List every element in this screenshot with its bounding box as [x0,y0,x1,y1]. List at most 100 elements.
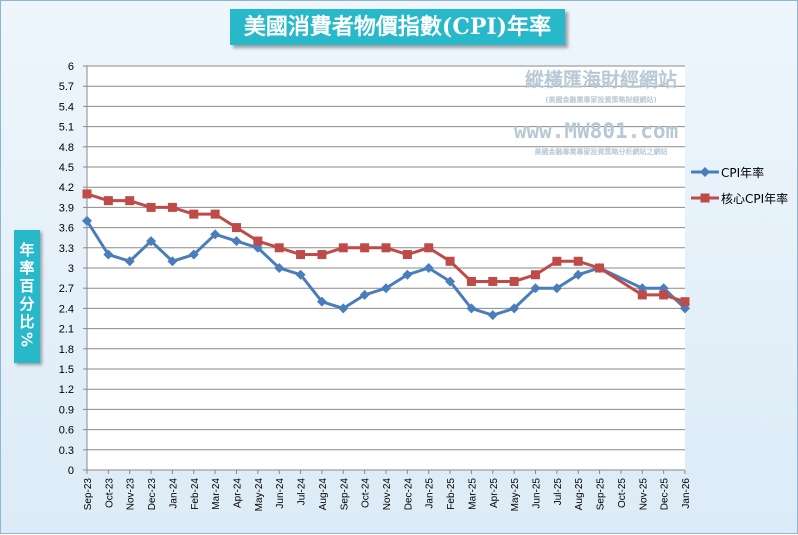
data-point [381,243,391,253]
data-point [210,229,221,240]
y-tick-label: 1.5 [59,364,74,376]
data-point [167,256,178,267]
x-tick-label: Mar-25 [467,478,478,510]
x-tick-label: Jan-26 [681,478,692,509]
data-point [274,263,285,273]
data-point [188,249,199,260]
y-tick-label: 3.3 [59,243,74,255]
data-point [232,223,241,233]
data-point [82,189,92,199]
data-point [466,276,476,286]
y-tick-label: 2.4 [59,303,74,315]
y-tick-label: 5.1 [59,122,74,134]
y-tick-label: 1.2 [59,384,74,396]
x-tick-label: Mar-24 [211,478,222,510]
data-point [103,249,114,260]
data-point [445,276,456,287]
x-tick-label: Oct-25 [617,478,628,508]
x-tick-label: Nov-25 [638,478,649,511]
data-point [189,209,199,219]
data-point [573,256,583,266]
watermark-subtitle: (美國金融業專家投資策略財經網站) [545,96,657,104]
data-point [487,310,498,321]
data-point [466,303,477,314]
x-tick-label: Dec-25 [660,478,671,511]
data-point [530,283,541,294]
data-point [360,243,370,253]
x-tick-label: Dec-24 [403,478,414,511]
x-tick-label: Oct-24 [361,478,372,508]
y-tick-label: 3.6 [59,223,74,235]
x-tick-label: May-24 [254,478,265,512]
data-point [659,290,669,300]
x-tick-label: Jun-25 [532,478,543,509]
x-tick-label: Sep-25 [596,478,607,511]
data-point [317,250,327,260]
data-point [423,263,434,273]
y-tick-label: 2.7 [59,283,74,295]
data-point [488,276,498,286]
x-tick-label: Sep-24 [339,478,350,511]
data-point [552,256,562,266]
chart-title: 美國消費者物價指數(CPI)年率 [230,9,565,45]
data-point [316,296,327,307]
x-tick-label: Jul-25 [553,478,564,506]
y-tick-label: 4.8 [59,142,74,154]
x-tick-label: Feb-24 [190,478,201,510]
series-line [86,192,686,304]
x-tick-label: Nov-24 [382,478,393,511]
data-point [445,256,455,266]
legend-marker [700,167,710,177]
data-point [338,243,348,253]
data-point [338,303,349,314]
x-tick-label: May-25 [510,478,521,512]
data-point [551,283,562,294]
data-point [82,215,92,226]
y-tick-label: 3.9 [59,202,74,214]
y-axis-label-text: 年率百分比% [17,242,36,351]
y-tick-label: 3 [68,263,74,275]
legend-marker [700,193,710,203]
data-point [124,256,135,267]
data-point [509,276,519,286]
x-tick-label: Jul-24 [297,478,308,506]
x-tick-label: Feb-25 [446,478,457,510]
data-point [402,269,413,280]
data-point [680,297,690,307]
x-tick-label: Sep-23 [83,478,94,511]
data-point [231,236,242,247]
data-point [167,202,177,212]
y-tick-label: 4.5 [59,162,74,174]
data-point [509,303,520,314]
watermark-url: www.MW801.com [513,119,679,143]
data-point [253,236,263,246]
data-point [103,196,113,206]
y-tick-label: 5.7 [59,81,74,93]
x-tick-label: Oct-23 [104,478,115,508]
series-line [85,220,687,317]
data-point [573,269,584,280]
legend-label: CPI年率 [721,165,764,180]
x-tick-label: Jan-24 [168,478,179,509]
x-tick-label: Aug-24 [318,478,329,511]
x-tick-label: Jan-25 [425,478,436,509]
data-point [595,263,605,273]
data-point [637,290,647,300]
y-tick-label: 6 [68,61,74,73]
x-tick-label: Aug-25 [574,478,585,511]
x-tick-label: Nov-23 [126,478,137,511]
y-tick-label: 0.3 [59,445,74,457]
data-point [295,269,306,280]
x-tick-label: Apr-25 [489,478,500,508]
data-point [402,250,412,260]
data-point [531,270,540,280]
data-point [125,196,135,206]
legend-label: 核心CPI年率 [721,191,788,206]
y-tick-label: 2.1 [59,324,74,336]
x-tick-label: Dec-23 [147,478,158,511]
y-tick-label: 0 [68,465,74,477]
data-point [146,202,156,212]
y-tick-label: 0.6 [59,425,74,437]
y-axis-label: 年率百分比% [14,230,40,363]
